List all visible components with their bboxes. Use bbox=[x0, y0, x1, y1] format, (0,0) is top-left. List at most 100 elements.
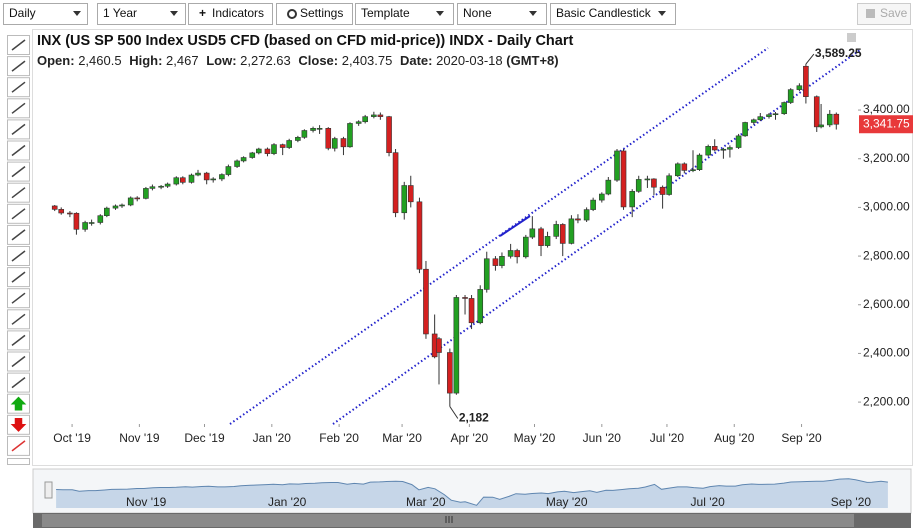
tool-icon bbox=[11, 334, 26, 346]
open-value: 2,460.5 bbox=[78, 53, 121, 68]
candle-body bbox=[468, 298, 475, 324]
save-button[interactable]: Save bbox=[857, 3, 911, 25]
template-text: Template bbox=[361, 6, 410, 20]
template-select[interactable]: Template bbox=[355, 3, 454, 25]
candle-body bbox=[544, 236, 551, 246]
chart-title: INX (US SP 500 Index USD5 CFD (based on … bbox=[37, 33, 574, 49]
candle-body bbox=[644, 178, 651, 181]
expand-icon[interactable] bbox=[847, 33, 856, 42]
x-tick-label: Sep '20 bbox=[781, 431, 822, 445]
tool-icon bbox=[11, 81, 26, 93]
scrollbar-grip bbox=[445, 516, 453, 523]
candle-body bbox=[711, 146, 718, 151]
candle-body bbox=[195, 172, 201, 176]
candle-body bbox=[271, 144, 277, 154]
candle-body bbox=[523, 236, 529, 258]
candle-body bbox=[386, 116, 392, 153]
candle-body bbox=[787, 89, 794, 103]
x-tick-label: Jul '20 bbox=[650, 431, 685, 445]
navigator-handle[interactable] bbox=[44, 481, 53, 499]
indicators-button[interactable]: + Indicators bbox=[188, 3, 273, 25]
trend-segment[interactable] bbox=[499, 215, 531, 237]
tool-icon bbox=[11, 292, 26, 304]
candle-body bbox=[331, 138, 338, 149]
annotation-label: 2,182 bbox=[459, 411, 489, 425]
candle-body bbox=[210, 178, 216, 181]
y-tick-label: 3,200.00 bbox=[863, 151, 910, 165]
close-label: Close: bbox=[298, 53, 338, 68]
candle-body bbox=[507, 250, 514, 257]
close-value: 2,403.75 bbox=[342, 53, 393, 68]
x-tick-label: Feb '20 bbox=[319, 431, 359, 445]
candle-body bbox=[720, 148, 727, 151]
candle-body bbox=[295, 137, 301, 141]
tool-icon bbox=[11, 39, 26, 51]
candle-body bbox=[781, 102, 787, 115]
style-select[interactable]: Basic Candlestick bbox=[550, 3, 676, 25]
candle-body bbox=[651, 178, 657, 188]
candle-body bbox=[416, 201, 423, 270]
candle-body bbox=[164, 183, 171, 187]
toolbar: Daily 1 Year + Indicators Settings Templa… bbox=[3, 3, 911, 25]
last-price-label: 3,341.75 bbox=[863, 116, 910, 130]
scrollbar-thumb[interactable] bbox=[42, 514, 854, 527]
candle-body bbox=[377, 114, 384, 117]
indicators-text: Indicators bbox=[212, 6, 264, 20]
x-tick-label: Jan '20 bbox=[253, 431, 292, 445]
navigator-label: Mar '20 bbox=[406, 495, 446, 509]
settings-button[interactable]: Settings bbox=[276, 3, 353, 25]
tool-icon bbox=[11, 187, 26, 199]
navigator-label: Jan '20 bbox=[268, 495, 307, 509]
tool-icon bbox=[11, 60, 26, 72]
chart-frame bbox=[32, 29, 913, 466]
candle-body bbox=[766, 114, 772, 117]
candle-body bbox=[453, 297, 460, 394]
candle-body bbox=[690, 169, 696, 171]
candle-body bbox=[499, 256, 505, 266]
candle-body bbox=[483, 258, 490, 290]
candle-body bbox=[58, 209, 65, 214]
tool-button[interactable] bbox=[7, 458, 30, 465]
candle-body bbox=[614, 150, 620, 181]
candle-body bbox=[149, 186, 156, 189]
candle-body bbox=[234, 160, 240, 167]
candle-body bbox=[310, 128, 316, 131]
range-select[interactable]: 1 Year bbox=[97, 3, 186, 25]
overlay-select[interactable]: None bbox=[457, 3, 547, 25]
annotation-leader bbox=[449, 406, 459, 419]
candle-body bbox=[97, 215, 104, 223]
navigator-label: Sep '20 bbox=[831, 495, 872, 509]
candle-body bbox=[316, 128, 323, 130]
interval-text: Daily bbox=[9, 6, 36, 20]
candle-body bbox=[325, 128, 332, 149]
candle-body bbox=[158, 185, 164, 188]
settings-text: Settings bbox=[300, 6, 343, 20]
high-label: High: bbox=[129, 53, 162, 68]
candle-body bbox=[188, 174, 195, 183]
y-tick-label: 3,400.00 bbox=[863, 102, 910, 116]
candle-body bbox=[599, 193, 605, 201]
y-tick-label: 2,600.00 bbox=[863, 297, 910, 311]
interval-select[interactable]: Daily bbox=[3, 3, 88, 25]
candle-body bbox=[436, 338, 442, 353]
candle-body bbox=[203, 172, 210, 181]
candle-body bbox=[88, 222, 95, 224]
candle-body bbox=[255, 148, 262, 154]
candle-body bbox=[112, 205, 119, 209]
candle-body bbox=[462, 297, 468, 299]
tool-icon bbox=[11, 313, 26, 325]
trend-line[interactable] bbox=[229, 47, 769, 425]
tool-icon bbox=[11, 123, 26, 135]
save-text: Save bbox=[880, 6, 908, 20]
tool-icon bbox=[11, 250, 26, 262]
candle-body bbox=[362, 116, 368, 123]
candle-body bbox=[447, 352, 453, 394]
y-tick-label: 2,400.00 bbox=[863, 346, 910, 360]
tool-icon bbox=[11, 144, 26, 157]
tool-icon bbox=[11, 229, 26, 241]
candle-body bbox=[392, 152, 399, 214]
date-value: 2020-03-18 bbox=[436, 53, 503, 68]
candle-body bbox=[803, 65, 809, 97]
candle-body bbox=[51, 205, 58, 210]
